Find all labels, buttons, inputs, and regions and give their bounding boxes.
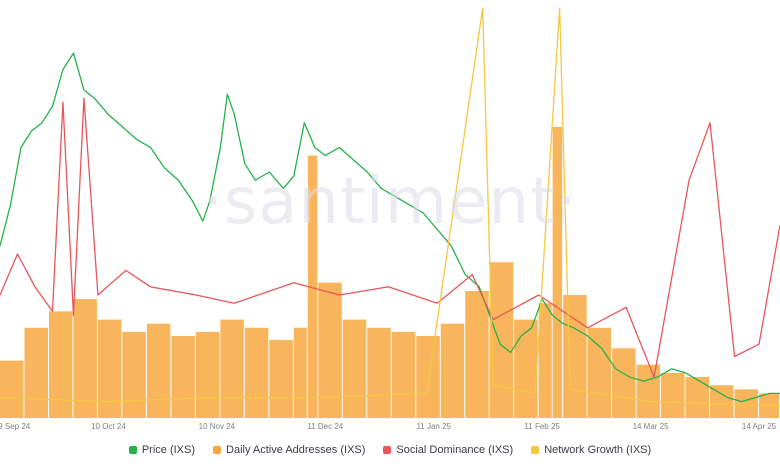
daily-active-addresses-ixs-bar — [514, 319, 538, 418]
daily-active-addresses-ixs-bar — [73, 299, 97, 418]
legend-label: Daily Active Addresses (IXS) — [226, 444, 366, 456]
daily-active-addresses-ixs-bar — [685, 377, 710, 418]
daily-active-addresses-ixs-bar — [0, 360, 24, 418]
daily-active-addresses-ixs-bar — [734, 389, 759, 418]
daily-active-addresses-ixs-bar — [612, 348, 636, 418]
daily-active-addresses-ixs-bar — [48, 311, 73, 418]
legend: Price (IXS) Daily Active Addresses (IXS) S… — [0, 444, 780, 456]
daily-active-addresses-ixs-bar — [552, 126, 563, 419]
legend-swatch — [531, 446, 540, 454]
legend-item-network-growth-ixs[interactable]: Network Growth (IXS) — [531, 444, 651, 456]
daily-active-addresses-ixs-bar — [416, 336, 440, 418]
daily-active-addresses-ixs-bar — [391, 331, 416, 418]
legend-item-social-dominance-ixs[interactable]: Social Dominance (IXS) — [383, 444, 513, 456]
x-tick-label: 11 Jan 25 — [416, 422, 451, 431]
daily-active-addresses-ixs-bar — [367, 327, 391, 418]
daily-active-addresses-ixs-bar — [710, 385, 734, 418]
social-dominance-ixs-line — [0, 97, 780, 378]
daily-active-addresses-ixs-bar — [97, 319, 122, 418]
network-growth-ixs-line — [0, 7, 780, 407]
x-tick-layer: 09 Sep 24 10 Oct 24 10 Nov 24 11 Dec 24 11 J… — [0, 422, 777, 431]
x-tick-label: 11 Feb 25 — [524, 422, 560, 431]
legend-swatch — [383, 446, 392, 454]
x-tick-label: 10 Nov 24 — [199, 422, 236, 431]
daily-active-addresses-ixs-bar — [307, 155, 318, 418]
daily-active-addresses-ixs-bar — [195, 331, 220, 418]
daily-active-addresses-ixs-bar — [24, 327, 48, 418]
daily-active-addresses-ixs-bar — [440, 323, 465, 418]
daily-active-addresses-ixs-bar — [318, 282, 342, 418]
price-ixs-line — [0, 52, 780, 403]
x-tick-label: 10 Oct 24 — [91, 422, 126, 431]
legend-label: Price (IXS) — [141, 444, 196, 456]
daily-active-addresses-ixs-bar — [342, 319, 367, 418]
bar-layer — [0, 126, 779, 419]
legend-label: Social Dominance (IXS) — [396, 444, 514, 456]
daily-active-addresses-ixs-bar — [146, 323, 171, 418]
daily-active-addresses-ixs-bar — [587, 327, 612, 418]
daily-active-addresses-ixs-bar — [122, 331, 146, 418]
daily-active-addresses-ixs-bar — [636, 364, 661, 418]
x-tick-label: 14 Mar 25 — [633, 422, 670, 431]
daily-active-addresses-ixs-bar — [538, 303, 552, 418]
legend-swatch — [213, 446, 222, 454]
daily-active-addresses-ixs-bar — [244, 327, 269, 418]
x-tick-label: 11 Dec 24 — [307, 422, 343, 431]
x-tick-label: 14 Apr 25 — [742, 422, 777, 431]
daily-active-addresses-ixs-bar — [661, 372, 685, 418]
daily-active-addresses-ixs-bar — [293, 327, 307, 418]
daily-active-addresses-ixs-bar — [269, 340, 293, 418]
legend-swatch — [128, 446, 137, 454]
legend-label: Network Growth (IXS) — [544, 444, 652, 456]
daily-active-addresses-ixs-bar — [171, 336, 195, 418]
legend-item-price-ixs[interactable]: Price (IXS) — [128, 444, 196, 456]
daily-active-addresses-ixs-bar — [220, 319, 244, 418]
legend-item-daily-active-addresses-ixs[interactable]: Daily Active Addresses (IXS) — [213, 444, 365, 456]
daily-active-addresses-ixs-bar — [489, 262, 514, 418]
daily-active-addresses-ixs-bar — [465, 290, 489, 418]
line-layer — [0, 7, 780, 407]
x-tick-label: 09 Sep 24 — [0, 422, 31, 431]
